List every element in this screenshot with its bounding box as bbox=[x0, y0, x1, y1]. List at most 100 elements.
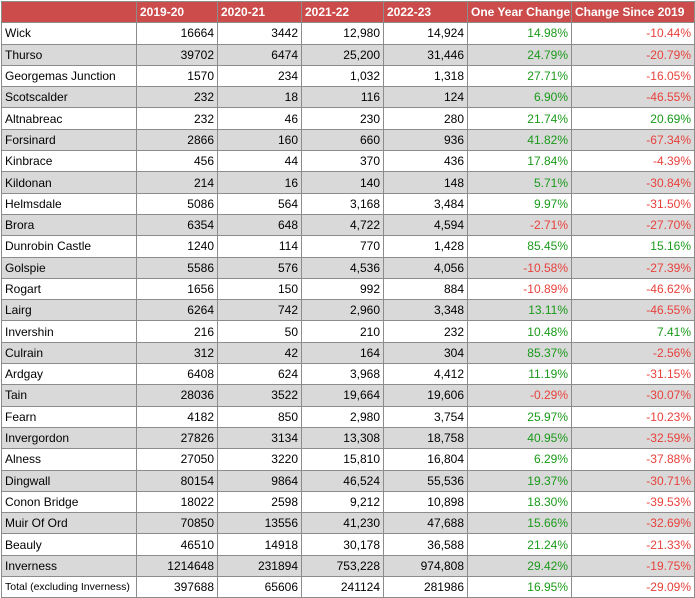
cell-one-year-change[interactable]: 25.97% bbox=[467, 405, 572, 428]
cell-2021-22[interactable]: 1,032 bbox=[301, 64, 384, 88]
cell-change-since-2019[interactable]: -37.88% bbox=[571, 448, 695, 471]
cell-change-since-2019[interactable]: -67.34% bbox=[571, 128, 695, 152]
header-cell-2020-21[interactable]: 2020-21 bbox=[217, 0, 302, 24]
cell-station[interactable]: Georgemas Junction bbox=[1, 64, 137, 88]
cell-one-year-change[interactable]: 6.29% bbox=[467, 448, 572, 471]
cell-2019-20[interactable]: 1214648 bbox=[136, 554, 218, 578]
header-cell-change-since-2019[interactable]: Change Since 2019 bbox=[571, 0, 695, 24]
cell-change-since-2019[interactable]: -30.84% bbox=[571, 171, 695, 194]
cell-change-since-2019[interactable]: -2.56% bbox=[571, 341, 695, 365]
cell-one-year-change[interactable]: 85.45% bbox=[467, 235, 572, 258]
header-cell-2021-22[interactable]: 2021-22 bbox=[301, 0, 384, 24]
cell-change-since-2019[interactable]: -20.79% bbox=[571, 43, 695, 66]
cell-station[interactable]: Ardgay bbox=[1, 363, 137, 386]
cell-station[interactable]: Brora bbox=[1, 213, 137, 237]
cell-change-since-2019[interactable]: -16.05% bbox=[571, 64, 695, 88]
cell-change-since-2019[interactable]: -4.39% bbox=[571, 150, 695, 173]
cell-2022-23[interactable]: 19,606 bbox=[383, 384, 468, 407]
cell-station[interactable]: Forsinard bbox=[1, 128, 137, 152]
cell-change-since-2019[interactable]: -46.55% bbox=[571, 299, 695, 322]
cell-one-year-change[interactable]: 40.95% bbox=[467, 426, 572, 450]
cell-one-year-change[interactable]: 17.84% bbox=[467, 150, 572, 173]
cell-one-year-change[interactable]: 18.30% bbox=[467, 490, 572, 514]
cell-one-year-change[interactable]: 9.97% bbox=[467, 192, 572, 215]
cell-2019-20[interactable]: 70850 bbox=[136, 512, 218, 535]
cell-station[interactable]: Golspie bbox=[1, 256, 137, 279]
cell-2019-20[interactable]: 2866 bbox=[136, 128, 218, 152]
cell-2021-22[interactable]: 230 bbox=[301, 107, 384, 130]
cell-2021-22[interactable]: 3,168 bbox=[301, 192, 384, 215]
cell-station[interactable]: Culrain bbox=[1, 341, 137, 365]
cell-one-year-change[interactable]: 15.66% bbox=[467, 512, 572, 535]
cell-change-since-2019[interactable]: -46.55% bbox=[571, 86, 695, 109]
cell-one-year-change[interactable]: -0.29% bbox=[467, 384, 572, 407]
cell-one-year-change[interactable]: 16.95% bbox=[467, 576, 572, 598]
cell-station[interactable]: Total (excluding Inverness) bbox=[1, 576, 137, 598]
cell-2020-21[interactable]: 564 bbox=[217, 192, 302, 215]
cell-one-year-change[interactable]: 14.98% bbox=[467, 22, 572, 45]
cell-2021-22[interactable]: 3,968 bbox=[301, 363, 384, 386]
cell-one-year-change[interactable]: 41.82% bbox=[467, 128, 572, 152]
header-cell-one-year-change[interactable]: One Year Change bbox=[467, 0, 572, 24]
cell-station[interactable]: Invergordon bbox=[1, 426, 137, 450]
cell-one-year-change[interactable]: 6.90% bbox=[467, 86, 572, 109]
cell-2020-21[interactable]: 624 bbox=[217, 363, 302, 386]
cell-station[interactable]: Helmsdale bbox=[1, 192, 137, 215]
cell-2022-23[interactable]: 14,924 bbox=[383, 22, 468, 45]
cell-one-year-change[interactable]: 5.71% bbox=[467, 171, 572, 194]
cell-one-year-change[interactable]: 85.37% bbox=[467, 341, 572, 365]
cell-2019-20[interactable]: 232 bbox=[136, 86, 218, 109]
cell-2020-21[interactable]: 231894 bbox=[217, 554, 302, 578]
cell-change-since-2019[interactable]: 20.69% bbox=[571, 107, 695, 130]
cell-2020-21[interactable]: 150 bbox=[217, 277, 302, 301]
cell-2019-20[interactable]: 27050 bbox=[136, 448, 218, 471]
cell-2022-23[interactable]: 36,588 bbox=[383, 533, 468, 556]
cell-2022-23[interactable]: 55,536 bbox=[383, 469, 468, 492]
cell-2022-23[interactable]: 281986 bbox=[383, 576, 468, 598]
cell-2021-22[interactable]: 4,536 bbox=[301, 256, 384, 279]
cell-2021-22[interactable]: 660 bbox=[301, 128, 384, 152]
cell-change-since-2019[interactable]: -10.44% bbox=[571, 22, 695, 45]
cell-2020-21[interactable]: 13556 bbox=[217, 512, 302, 535]
cell-2019-20[interactable]: 6354 bbox=[136, 213, 218, 237]
cell-2020-21[interactable]: 2598 bbox=[217, 490, 302, 514]
cell-2021-22[interactable]: 25,200 bbox=[301, 43, 384, 66]
cell-2021-22[interactable]: 30,178 bbox=[301, 533, 384, 556]
cell-2019-20[interactable]: 6408 bbox=[136, 363, 218, 386]
cell-change-since-2019[interactable]: -29.09% bbox=[571, 576, 695, 598]
cell-2019-20[interactable]: 18022 bbox=[136, 490, 218, 514]
cell-station[interactable]: Wick bbox=[1, 22, 137, 45]
cell-one-year-change[interactable]: 13.11% bbox=[467, 299, 572, 322]
cell-station[interactable]: Kildonan bbox=[1, 171, 137, 194]
cell-2021-22[interactable]: 15,810 bbox=[301, 448, 384, 471]
cell-one-year-change[interactable]: 21.24% bbox=[467, 533, 572, 556]
cell-2021-22[interactable]: 41,230 bbox=[301, 512, 384, 535]
cell-2022-23[interactable]: 3,348 bbox=[383, 299, 468, 322]
cell-2020-21[interactable]: 46 bbox=[217, 107, 302, 130]
cell-2020-21[interactable]: 16 bbox=[217, 171, 302, 194]
cell-2019-20[interactable]: 28036 bbox=[136, 384, 218, 407]
cell-2021-22[interactable]: 241124 bbox=[301, 576, 384, 598]
cell-change-since-2019[interactable]: -21.33% bbox=[571, 533, 695, 556]
cell-one-year-change[interactable]: 24.79% bbox=[467, 43, 572, 66]
cell-one-year-change[interactable]: -2.71% bbox=[467, 213, 572, 237]
header-cell-station[interactable] bbox=[1, 0, 137, 24]
cell-2020-21[interactable]: 742 bbox=[217, 299, 302, 322]
cell-2021-22[interactable]: 116 bbox=[301, 86, 384, 109]
cell-change-since-2019[interactable]: -39.53% bbox=[571, 490, 695, 514]
cell-2019-20[interactable]: 80154 bbox=[136, 469, 218, 492]
cell-2021-22[interactable]: 992 bbox=[301, 277, 384, 301]
cell-one-year-change[interactable]: -10.89% bbox=[467, 277, 572, 301]
cell-2019-20[interactable]: 5586 bbox=[136, 256, 218, 279]
cell-change-since-2019[interactable]: -30.71% bbox=[571, 469, 695, 492]
cell-2020-21[interactable]: 160 bbox=[217, 128, 302, 152]
cell-2019-20[interactable]: 27826 bbox=[136, 426, 218, 450]
cell-2022-23[interactable]: 280 bbox=[383, 107, 468, 130]
cell-2022-23[interactable]: 47,688 bbox=[383, 512, 468, 535]
cell-2019-20[interactable]: 456 bbox=[136, 150, 218, 173]
cell-2022-23[interactable]: 974,808 bbox=[383, 554, 468, 578]
cell-station[interactable]: Altnabreac bbox=[1, 107, 137, 130]
cell-2021-22[interactable]: 753,228 bbox=[301, 554, 384, 578]
cell-2019-20[interactable]: 216 bbox=[136, 320, 218, 343]
cell-2019-20[interactable]: 5086 bbox=[136, 192, 218, 215]
